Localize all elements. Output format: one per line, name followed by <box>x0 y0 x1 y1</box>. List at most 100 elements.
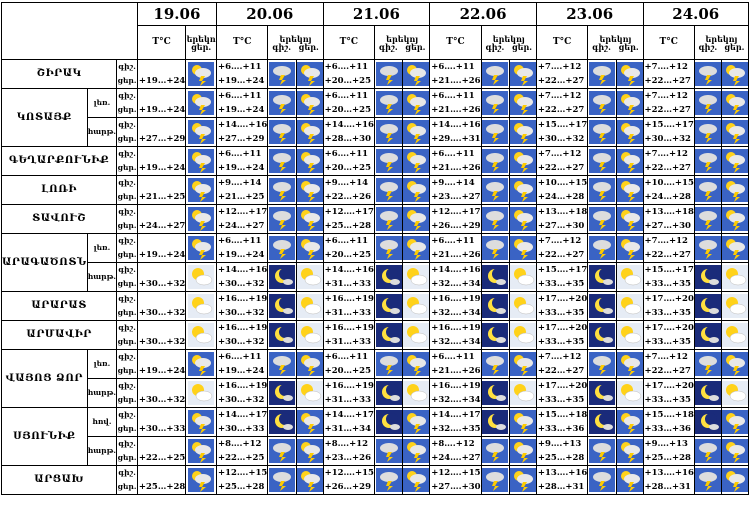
period-labels: գիշ. ցեր. <box>116 262 138 292</box>
weather-icon <box>295 117 324 147</box>
period-labels: գիշ. ցեր. <box>116 378 138 408</box>
temperature-cell: +6….+11 +21….+26 <box>429 59 482 89</box>
temperature-cell: +14….+17 +32….+35 <box>429 407 482 437</box>
period-labels: գիշ. ցեր. <box>116 320 138 350</box>
weather-icon <box>615 436 644 466</box>
temperature-cell: +12….+17 +24…+27 <box>215 204 269 234</box>
weather-icon <box>480 465 510 495</box>
period-labels: գիշ. ցեր. <box>116 117 138 147</box>
weather-icon <box>267 262 297 292</box>
temperature-cell: +6….+11 +20…+25 <box>322 88 376 118</box>
weather-icon <box>480 204 510 234</box>
weather-icon <box>693 320 722 350</box>
temperature-cell: +7….+12 +22…+27 <box>642 59 695 89</box>
weather-icon <box>587 320 617 350</box>
temperature-cell: +19…+24 <box>136 88 187 118</box>
temperature-cell: +16….+19 +31…+33 <box>322 320 376 350</box>
date-header: 20.06 <box>215 2 324 26</box>
weather-icon <box>508 407 537 437</box>
weather-icon <box>374 88 404 118</box>
weather-icon <box>374 291 404 321</box>
period-labels: գիշ. ցեր. <box>116 146 138 176</box>
weather-icon <box>615 407 644 437</box>
temperature-cell: +6….+11 +19…+24 <box>215 59 269 89</box>
region-name: ԱՐՄԱՎԻՐ <box>0 320 118 350</box>
weather-icon <box>615 175 644 205</box>
weather-icon <box>267 146 297 176</box>
weather-icon <box>587 378 617 408</box>
weather-icon <box>295 349 324 379</box>
temperature-cell: +6….+11 +21….+26 <box>429 88 482 118</box>
temperature-cell: +13….+18 +27…+30 <box>642 204 695 234</box>
temperature-cell: +14….+16 +27…+29 <box>215 117 269 147</box>
weather-icon <box>402 291 431 321</box>
weather-icon <box>185 436 217 466</box>
temperature-cell: +14….+16 +31…+33 <box>322 262 376 292</box>
weather-icon <box>508 146 537 176</box>
temperature-cell: +15….+17 +33…+35 <box>642 262 695 292</box>
weather-icon <box>185 262 217 292</box>
weather-icon <box>480 320 510 350</box>
temperature-cell: +14….+17 +30…+33 <box>215 407 269 437</box>
temperature-cell: +25…+28 <box>136 465 187 495</box>
weather-icon <box>693 465 722 495</box>
weather-icon <box>402 407 431 437</box>
weather-icon <box>267 320 297 350</box>
sub-region-label: լեռ. <box>86 233 118 263</box>
temp-col-header: T°C <box>322 25 376 60</box>
period-col-header: երեկո ցեր. <box>185 25 217 60</box>
region-name: ԿՈՏԱՅՔ <box>1 88 88 147</box>
weather-icon <box>295 262 324 292</box>
weather-icon <box>402 320 431 350</box>
sub-region-label: հարթ. <box>86 436 118 466</box>
temperature-cell: +30…+33 <box>136 407 187 437</box>
weather-icon <box>295 233 324 263</box>
weather-icon <box>720 175 749 205</box>
weather-icon <box>693 378 722 408</box>
temp-col-header: T°C <box>535 25 589 60</box>
temp-col-header: T°C <box>215 25 269 60</box>
region-name: ՍՅՈՒՆԻՔ <box>1 407 88 466</box>
weather-icon <box>185 59 217 89</box>
weather-icon <box>615 233 644 263</box>
temperature-cell: +19…+24 <box>136 233 187 263</box>
weather-icon <box>267 233 297 263</box>
temperature-cell: +16….+19 +31…+33 <box>322 378 376 408</box>
period-labels: գիշ. ցեր. <box>116 407 138 437</box>
temperature-cell: +14….+16 +29….+31 <box>429 117 482 147</box>
weather-icon <box>508 291 537 321</box>
temperature-cell: +15….+17 +33…+35 <box>535 262 589 292</box>
region-name: ԳԵՂԱՐՔՈՒՆԻՔ <box>0 146 118 176</box>
weather-icon <box>508 59 537 89</box>
weather-icon <box>587 465 617 495</box>
date-header: 19.06 <box>136 2 217 26</box>
weather-icon <box>508 349 537 379</box>
weather-icon <box>480 175 510 205</box>
weather-icon <box>185 233 217 263</box>
temperature-cell: +16….+19 +32….+34 <box>429 320 482 350</box>
region-name: ԱՐԱՐԱՏ <box>0 291 118 321</box>
table-row: ՎԱՅՈՑ ՁՈՐ լեռ. գիշ. ցեր. +19…+24 +6….+11 +19…+… <box>1 349 749 408</box>
weather-icon <box>693 88 722 118</box>
table-row: հարթ. գիշ. ցեր. +27…+29 +14….+16 +27…+29 +14….… <box>2 117 749 147</box>
temperature-cell: +17….+20 +33…+35 <box>535 378 589 408</box>
temperature-cell: +13….+16 +28…+31 <box>642 465 695 495</box>
temperature-cell: +9….+14 +23….+27 <box>429 175 482 205</box>
weather-icon <box>693 175 722 205</box>
table-row: հարթ. գիշ. ցեր. +30…+32 +14….+16 +30…+32 +14….… <box>2 262 749 292</box>
weather-icon <box>480 436 510 466</box>
date-header: 22.06 <box>429 2 537 26</box>
weather-icon <box>480 233 510 263</box>
temperature-cell: +30…+32 <box>136 262 187 292</box>
weather-icon <box>720 262 749 292</box>
weather-icon <box>402 436 431 466</box>
weather-icon <box>374 436 404 466</box>
temperature-cell: +16….+19 +30…+32 <box>215 378 269 408</box>
period-labels: գիշ. ցեր. <box>116 465 138 495</box>
temperature-cell: +16….+19 +31…+33 <box>322 291 376 321</box>
weather-icon <box>295 59 324 89</box>
region-name: ԱՐԱԳԱԾՈՏՆ <box>1 233 88 292</box>
weather-icon <box>185 349 217 379</box>
weather-icon <box>402 117 431 147</box>
weather-icon <box>480 117 510 147</box>
